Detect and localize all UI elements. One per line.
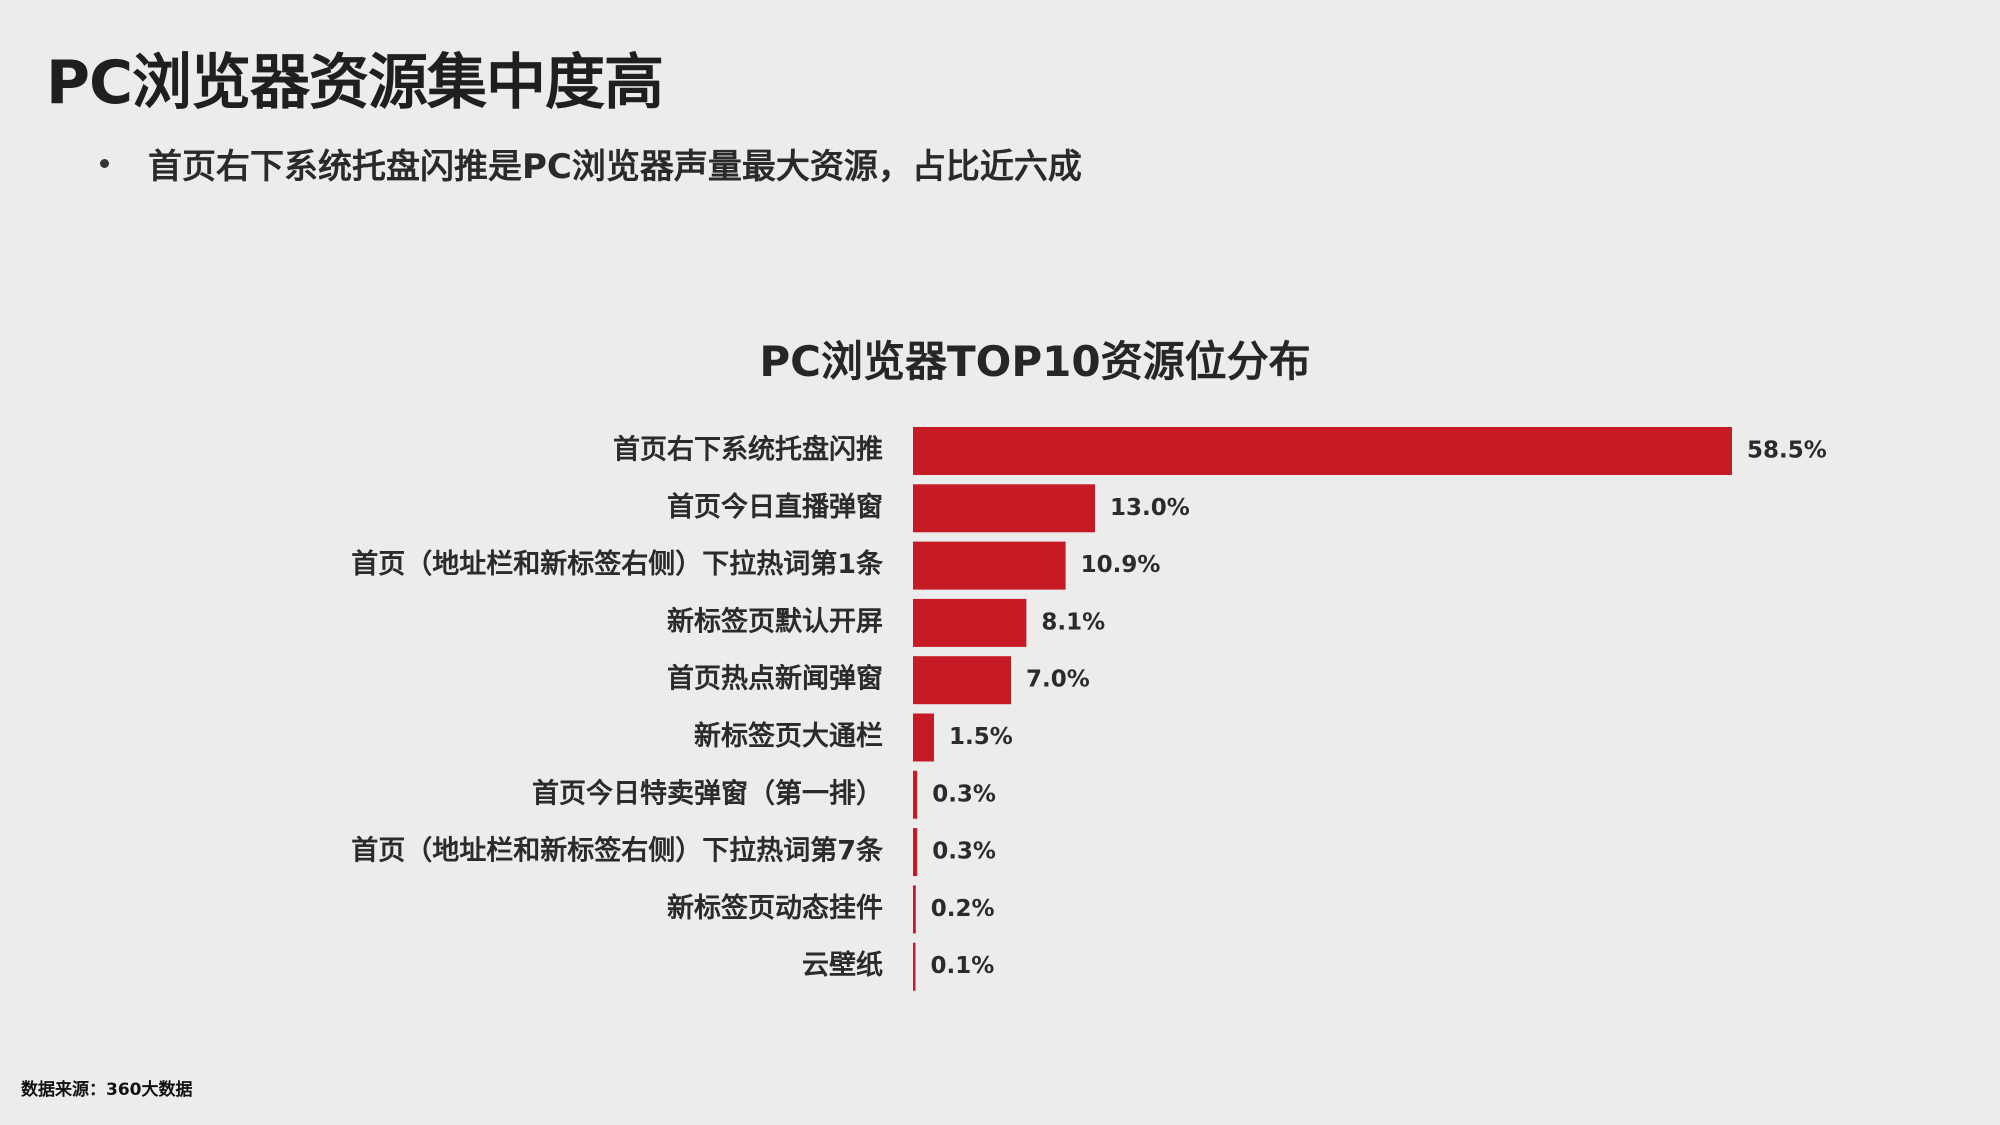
value-label-7: 0.3% xyxy=(932,781,996,807)
category-label-10: 云壁纸 xyxy=(802,949,883,981)
category-label-2: 首页今日直播弹窗 xyxy=(667,491,883,523)
category-label-8: 首页（地址栏和新标签右侧）下拉热词第7条 xyxy=(351,835,884,867)
value-label-6: 1.5% xyxy=(949,724,1013,750)
value-label-1: 58.5% xyxy=(1747,438,1827,464)
value-label-8: 0.3% xyxy=(932,839,996,865)
value-label-2: 13.0% xyxy=(1110,495,1190,521)
bar-5 xyxy=(913,656,1011,705)
category-label-6: 新标签页大通栏 xyxy=(694,720,883,752)
value-label-9: 0.2% xyxy=(931,896,995,922)
bar-6 xyxy=(913,713,934,762)
bar-10 xyxy=(913,942,916,991)
category-label-4: 新标签页默认开屏 xyxy=(667,605,883,637)
category-label-9: 新标签页动态挂件 xyxy=(667,892,883,924)
category-label-5: 首页热点新闻弹窗 xyxy=(667,663,883,695)
bullet-dot-icon xyxy=(100,158,109,168)
bar-8 xyxy=(913,828,918,877)
category-label-1: 首页右下系统托盘闪推 xyxy=(613,434,883,466)
chart-title: PC浏览器TOP10资源位分布 xyxy=(759,337,1311,386)
bar-7 xyxy=(913,770,918,819)
bar-9 xyxy=(913,885,916,934)
bar-4 xyxy=(913,598,1027,647)
value-label-5: 7.0% xyxy=(1026,667,1090,693)
bar-2 xyxy=(913,484,1095,533)
bar-3 xyxy=(913,541,1066,590)
data-source-note: 数据来源：360大数据 xyxy=(21,1080,193,1100)
key-point-text: 首页右下系统托盘闪推是PC浏览器声量最大资源，占比近六成 xyxy=(148,146,1082,187)
value-label-10: 0.1% xyxy=(931,953,995,979)
value-label-4: 8.1% xyxy=(1041,609,1105,635)
bar-1 xyxy=(913,427,1732,475)
category-label-3: 首页（地址栏和新标签右侧）下拉热词第1条 xyxy=(351,548,884,580)
category-label-7: 首页今日特卖弹窗（第一排） xyxy=(532,777,883,809)
slide-title: PC浏览器资源集中度高 xyxy=(46,48,664,118)
key-point: 首页右下系统托盘闪推是PC浏览器声量最大资源，占比近六成 xyxy=(100,138,1082,188)
value-label-3: 10.9% xyxy=(1081,552,1161,578)
